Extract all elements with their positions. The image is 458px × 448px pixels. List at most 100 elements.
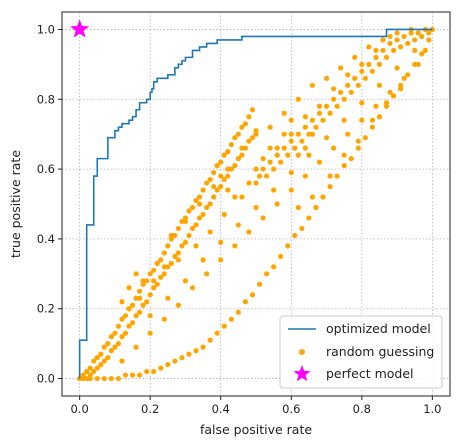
random-guessing-point <box>129 372 136 378</box>
random-guessing-point <box>429 26 435 33</box>
random-guessing-point <box>369 68 375 74</box>
random-guessing-point <box>211 169 217 176</box>
random-guessing-point <box>373 103 379 109</box>
random-guessing-point <box>122 372 129 378</box>
random-guessing-point <box>295 204 301 211</box>
random-guessing-point <box>133 271 139 277</box>
random-guessing-point <box>323 75 330 81</box>
random-guessing-point <box>112 344 118 350</box>
random-guessing-point <box>179 355 185 361</box>
random-guessing-point <box>87 375 93 382</box>
y-tick-label: 0.4 <box>37 232 55 246</box>
random-guessing-point <box>175 250 181 256</box>
random-guessing-point <box>345 72 351 78</box>
random-guessing-point <box>373 47 379 54</box>
random-guessing-point <box>271 166 277 172</box>
random-guessing-point <box>189 285 196 291</box>
random-guessing-point <box>267 145 273 151</box>
random-guessing-point <box>302 124 308 130</box>
random-guessing-point <box>165 361 171 368</box>
random-guessing-point <box>345 131 351 137</box>
random-guessing-point <box>165 243 171 249</box>
random-guessing-point <box>115 323 122 329</box>
random-guessing-point <box>232 163 238 169</box>
random-guessing-point <box>256 281 263 287</box>
random-guessing-point <box>147 271 153 277</box>
random-guessing-point <box>225 173 231 179</box>
random-guessing-point <box>316 103 323 109</box>
random-guessing-point <box>288 131 294 137</box>
random-guessing-point <box>196 201 203 207</box>
random-guessing-point <box>129 302 136 308</box>
random-guessing-point <box>355 145 361 151</box>
random-guessing-point <box>161 271 167 277</box>
y-tick-label: 0.6 <box>37 162 55 176</box>
random-guessing-point <box>302 114 308 120</box>
legend-random-guessing-label: random guessing <box>326 344 434 359</box>
random-guessing-point <box>129 320 136 326</box>
random-guessing-point <box>126 323 132 329</box>
random-guessing-point <box>292 145 298 151</box>
x-axis-label: false positive rate <box>200 422 312 437</box>
random-guessing-point <box>218 173 224 179</box>
random-guessing-point <box>235 131 241 137</box>
random-guessing-point <box>189 225 196 232</box>
random-guessing-point <box>331 96 337 102</box>
random-guessing-point <box>133 344 139 350</box>
random-guessing-point <box>147 292 153 298</box>
random-guessing-point <box>172 358 178 364</box>
y-tick-label: 0.2 <box>37 302 55 316</box>
random-guessing-point <box>327 110 333 116</box>
random-guessing-point <box>211 183 217 190</box>
random-guessing-point <box>133 313 139 319</box>
random-guessing-point <box>412 47 418 54</box>
random-guessing-point <box>207 201 213 207</box>
random-guessing-point <box>309 131 316 137</box>
random-guessing-point <box>338 89 344 95</box>
random-guessing-point <box>274 145 280 151</box>
random-guessing-point <box>235 222 241 228</box>
random-guessing-point <box>426 37 432 43</box>
random-guessing-point <box>359 117 365 123</box>
optimized-model-line <box>78 28 433 379</box>
y-tick-label: 0.8 <box>37 92 55 106</box>
random-guessing-point <box>119 299 125 305</box>
random-guessing-point <box>345 82 351 88</box>
random-guessing-point <box>398 44 404 50</box>
random-guessing-point <box>380 37 386 43</box>
random-guessing-point <box>91 368 97 375</box>
random-guessing-point <box>140 278 146 284</box>
random-guessing-point <box>271 264 277 270</box>
random-guessing-point <box>200 257 206 263</box>
random-guessing-point <box>158 274 164 280</box>
random-guessing-point <box>235 156 241 162</box>
random-guessing-point <box>288 138 294 144</box>
random-guessing-point <box>267 159 273 165</box>
random-guessing-point <box>151 368 157 375</box>
random-guessing-point <box>122 313 129 319</box>
random-guessing-point <box>412 37 418 43</box>
random-guessing-point <box>246 138 252 144</box>
random-guessing-point <box>232 135 238 141</box>
legend: optimized model random guessing perfect … <box>279 315 443 389</box>
random-guessing-point <box>313 124 319 130</box>
random-guessing-point <box>383 54 390 60</box>
random-guessing-point <box>154 281 160 287</box>
random-guessing-point <box>168 232 174 239</box>
random-guessing-point <box>108 334 114 340</box>
random-guessing-point <box>302 173 308 179</box>
random-guessing-point <box>137 295 143 301</box>
random-guessing-point <box>228 142 234 148</box>
y-tick-label: 1.0 <box>37 22 55 36</box>
random-guessing-point <box>147 313 153 319</box>
x-tick-label: 0.8 <box>353 402 371 416</box>
random-guessing-point <box>204 204 210 211</box>
random-guessing-point <box>249 135 256 141</box>
random-guessing-point <box>101 375 107 382</box>
random-guessing-point <box>295 96 301 102</box>
random-guessing-point <box>94 355 100 361</box>
random-guessing-point <box>147 330 153 336</box>
random-guessing-point <box>306 152 312 158</box>
random-guessing-point <box>288 187 294 193</box>
random-guessing-point <box>94 375 100 382</box>
